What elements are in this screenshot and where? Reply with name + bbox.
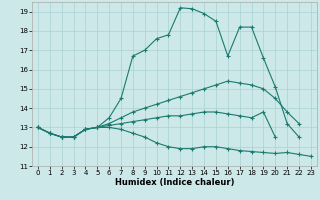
X-axis label: Humidex (Indice chaleur): Humidex (Indice chaleur) xyxy=(115,178,234,187)
